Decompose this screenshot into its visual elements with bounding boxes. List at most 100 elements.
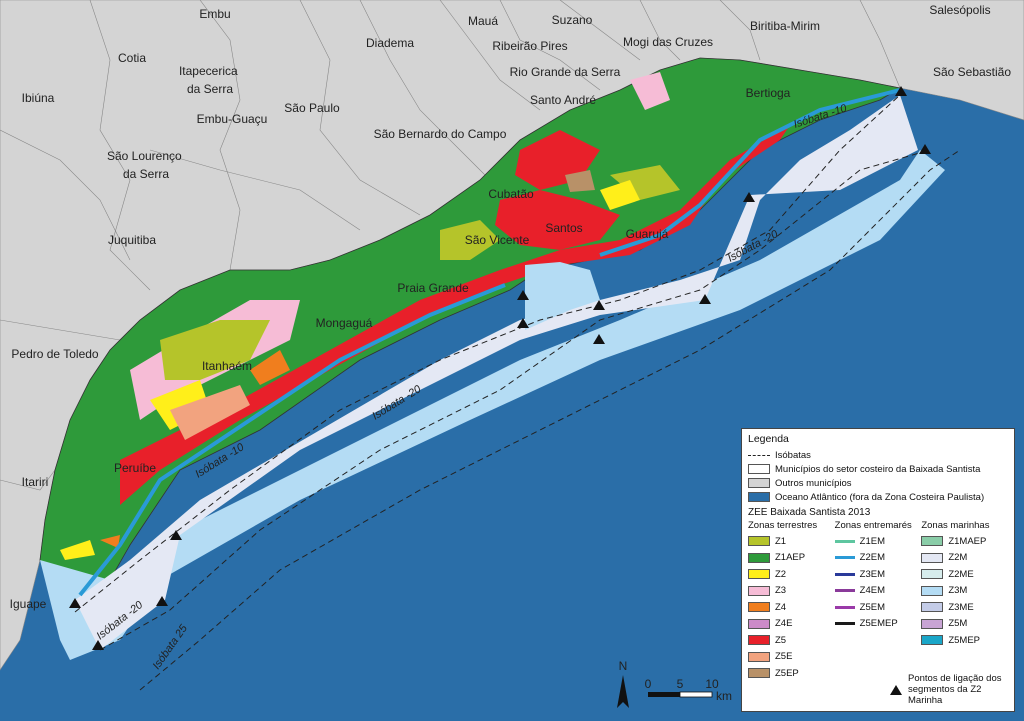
legend-label: Z5MEP — [948, 634, 981, 646]
scale-tick: 10 — [705, 677, 719, 691]
legend-label: Z4 — [775, 601, 787, 613]
triangle-icon — [890, 684, 902, 695]
north-arrow: N — [617, 659, 629, 708]
legend-swatch — [834, 605, 855, 609]
muni-label: Diadema — [366, 36, 414, 50]
legend-zone-row: Z5M — [921, 616, 1008, 633]
coastal-muni-label: Cubatão — [488, 187, 534, 201]
legend-zone-row: Z3ME — [921, 599, 1008, 616]
legend-swatch — [921, 536, 944, 547]
coastal-muni-label: São Vicente — [465, 233, 530, 247]
legend-label: Z5M — [948, 618, 968, 630]
legend-link-points: Pontos de ligação dos segmentos da Z2 Ma… — [890, 673, 1014, 706]
legend-zone-row: Z2ME — [921, 566, 1008, 583]
legend-label: Z4EM — [859, 585, 886, 597]
muni-label: Salesópolis — [929, 3, 990, 17]
legend-swatch — [921, 635, 944, 646]
legend-zone-row: Z3M — [921, 583, 1008, 600]
muni-label: Mogi das Cruzes — [623, 35, 713, 49]
legend-swatch — [748, 464, 770, 474]
legend-label: Z5EM — [859, 601, 886, 613]
legend-swatch — [834, 572, 855, 576]
coastal-muni-label: Guarujá — [626, 227, 669, 241]
link-points — [69, 86, 931, 650]
muni-label: Suzano — [552, 13, 593, 27]
legend-label: Z3 — [775, 585, 787, 597]
muni-label: São Lourenço da Serra — [107, 149, 185, 181]
legend-col-terrestrial: Zonas terrestres Z1 Z1AEP Z2 Z3 Z4 Z4E Z5 Z5E Z5… — [748, 520, 835, 682]
muni-label: Iguape — [10, 597, 47, 611]
legend-label: Z3EM — [859, 568, 886, 580]
scale-unit: km — [716, 689, 732, 703]
coastal-muni-label: Mongaguá — [316, 316, 373, 330]
legend-swatch — [834, 556, 855, 560]
legend-swatch — [748, 585, 770, 596]
legend-coastal-munis: Municípios do setor costeiro da Baixada … — [748, 462, 1008, 476]
muni-label: Itariri — [22, 475, 49, 489]
legend-swatch — [834, 622, 855, 626]
legend-zone-row: Z3EM — [834, 566, 922, 583]
zone-z4-patches — [100, 350, 290, 548]
muni-label: Embu — [199, 7, 230, 21]
legend-zone-row: Z1EM — [834, 533, 922, 550]
legend-col-header: Zonas entremarés — [834, 520, 912, 531]
zone-z3m — [40, 150, 945, 660]
muni-label: Pedro de Toledo — [11, 347, 99, 361]
legend-label: Z4E — [775, 618, 793, 630]
legend-label: Z2ME — [948, 568, 974, 580]
zone-z2em-shoreline — [78, 88, 901, 597]
legend-swatch — [748, 602, 770, 613]
legend-swatch — [921, 569, 944, 580]
muni-label: Itapecerica da Serra — [179, 64, 241, 96]
legend-zone-row: Z1MAEP — [921, 533, 1008, 550]
legend-col-header: Zonas marinhas — [921, 520, 990, 531]
legend-zone-row: Z2EM — [834, 550, 922, 567]
legend-label: Oceano Atlântico (fora da Zona Costeira … — [775, 491, 985, 503]
muni-label: Ibiúna — [22, 91, 55, 105]
legend-label: Z1AEP — [775, 552, 806, 564]
coastal-muni-label: Bertioga — [746, 86, 791, 100]
legend-zone-row: Z5EMEP — [834, 616, 922, 633]
legend-title: Legenda — [748, 433, 789, 445]
legend-swatch — [748, 492, 770, 502]
legend-label: Z2 — [775, 568, 787, 580]
legend-zone-columns: Zonas terrestres Z1 Z1AEP Z2 Z3 Z4 Z4E Z5 Z5E Z5… — [748, 520, 1008, 682]
legend-ocean: Oceano Atlântico (fora da Zona Costeira … — [748, 490, 1008, 504]
legend-swatch — [748, 635, 770, 646]
legend-label: Z1MAEP — [948, 535, 987, 547]
north-label: N — [619, 659, 628, 673]
legend-zone-row: Z4 — [748, 599, 835, 616]
legend-zone-row: Z5E — [748, 649, 835, 666]
isobath-dash-icon — [748, 454, 770, 456]
muni-label: Rio Grande da Serra — [510, 65, 621, 79]
muni-label-line1: Itapecerica — [179, 64, 238, 78]
legend-zone-row: Z1 — [748, 533, 835, 550]
legend-swatch — [748, 552, 770, 563]
legend-swatch — [921, 585, 944, 596]
zone-z5e-patches — [170, 385, 250, 440]
legend-zone-row: Z1AEP — [748, 550, 835, 567]
legend-col-intertidal: Zonas entremarés Z1EM Z2EM Z3EM Z4EM Z5EM Z5E… — [834, 520, 922, 682]
scale-tick: 5 — [677, 677, 684, 691]
legend-label: Z1EM — [859, 535, 886, 547]
legend-zone-row: Z4EM — [834, 583, 922, 600]
legend-zone-row: Z5EP — [748, 665, 835, 682]
legend-label: Z1 — [775, 535, 787, 547]
legend-label: Pontos de ligação dos segmentos da Z2 Ma… — [908, 673, 1002, 706]
scale-bar: 0 5 10 km — [645, 677, 732, 703]
legend-swatch — [921, 618, 944, 629]
coastal-muni-label: Santos — [545, 221, 582, 235]
legend-isobaths: Isóbatas — [748, 448, 1008, 462]
legend: Legenda Isóbatas Municípios do setor cos… — [741, 428, 1015, 712]
legend-swatch — [834, 589, 855, 593]
legend-label: Isóbatas — [775, 449, 811, 461]
zone-z3-north — [630, 72, 670, 110]
legend-swatch — [921, 552, 944, 563]
legend-swatch — [748, 651, 770, 662]
legend-zone-row: Z5EM — [834, 599, 922, 616]
legend-label: Z3M — [948, 585, 968, 597]
muni-label: Ribeirão Pires — [492, 39, 567, 53]
muni-label-line1: São Lourenço — [107, 149, 182, 163]
legend-zone-row: Z4E — [748, 616, 835, 633]
